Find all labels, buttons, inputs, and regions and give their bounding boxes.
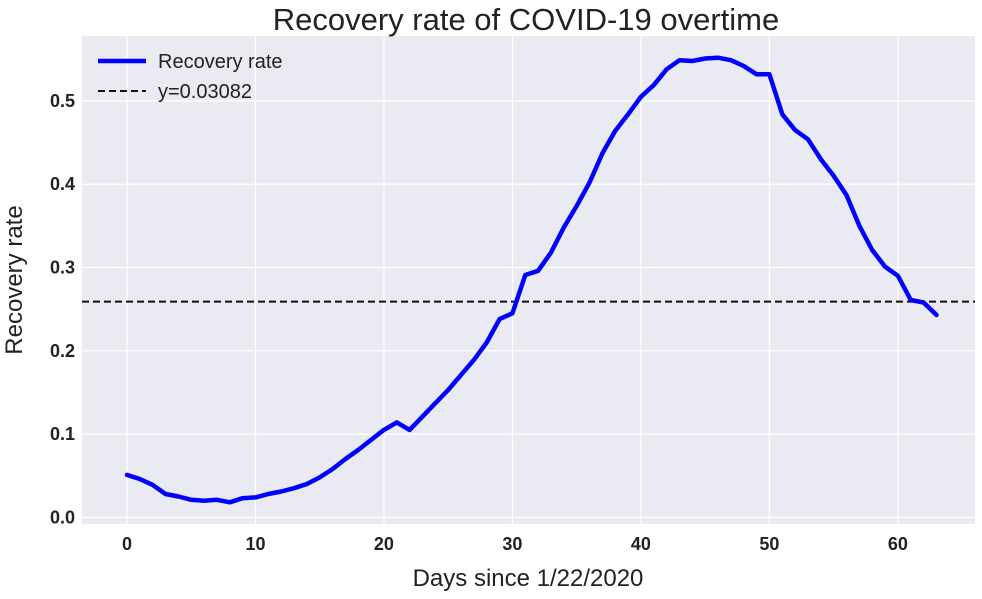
grid [82, 36, 975, 524]
y-tick-label: 0.0 [50, 507, 75, 527]
y-tick-label: 0.2 [50, 341, 75, 361]
series-line-recovery-rate [124, 55, 939, 505]
x-tick-label: 0 [122, 534, 132, 554]
y-axis-label: Recovery rate [1, 205, 28, 354]
y-tick-label: 0.3 [50, 258, 75, 278]
legend: Recovery rate y=0.03082 [98, 51, 283, 103]
plot-background [82, 36, 975, 524]
series-layer [124, 55, 939, 505]
x-axis-label: Days since 1/22/2020 [413, 565, 644, 592]
x-tick-label: 50 [759, 534, 779, 554]
legend-label-reference-line: y=0.03082 [158, 81, 252, 103]
y-tick-label: 0.1 [50, 424, 75, 444]
chart-title: Recovery rate of COVID-19 overtime [273, 2, 780, 37]
x-tick-label: 40 [631, 534, 651, 554]
x-tick-label: 60 [888, 534, 908, 554]
legend-label-recovery-rate: Recovery rate [158, 51, 283, 73]
x-tick-label: 30 [502, 534, 522, 554]
y-tick-label: 0.5 [50, 91, 75, 111]
tick-labels: 0 10 20 30 40 50 60 0.0 0.1 0.2 0.3 0.4 0.5 [50, 91, 908, 554]
x-tick-label: 20 [374, 534, 394, 554]
x-tick-label: 10 [245, 534, 265, 554]
y-tick-label: 0.4 [50, 174, 75, 194]
